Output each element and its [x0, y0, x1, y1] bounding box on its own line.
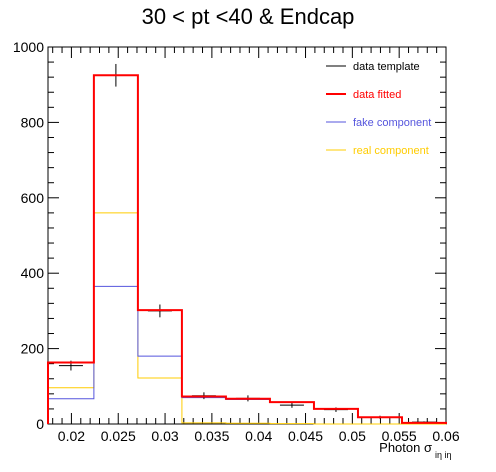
legend-label-data-fitted: data fitted	[353, 89, 401, 101]
y-tick-label: 600	[21, 190, 45, 206]
x-tick-label: 0.03	[151, 428, 178, 444]
plot-border	[47, 46, 447, 425]
axis-ticks: 0.02 0.025 0.03 0.035 0.04 0.045 0.05 0.055 0.06…	[13, 39, 460, 444]
y-tick-label: 200	[21, 341, 45, 357]
series-fake-component-line	[47, 285, 447, 424]
x-tick-label: 0.06	[432, 428, 459, 444]
x-tick-label: 0.02	[58, 428, 85, 444]
x-tick-label: 0.035	[194, 428, 229, 444]
y-tick-label: 1000	[13, 39, 44, 55]
plot-frame	[47, 46, 447, 425]
x-tick-label: 0.055	[382, 428, 417, 444]
legend: data template data fitted fake component re…	[326, 61, 431, 157]
x-axis-label: Photon σ	[379, 440, 432, 455]
x-tick-label: 0.025	[101, 428, 136, 444]
x-tick-label: 0.04	[245, 428, 272, 444]
series-real-component-line	[47, 212, 446, 425]
x-axis-label-subscript: iη iη	[435, 450, 452, 460]
legend-label-data-template: data template	[353, 61, 420, 73]
chart-title: 30 < pt <40 & Endcap	[142, 4, 355, 29]
legend-label-fake-component: fake component	[353, 117, 431, 129]
series-layer	[47, 63, 447, 425]
x-axis-label-main: Photon σ	[379, 440, 432, 455]
series-data-fitted-line	[47, 74, 447, 424]
y-tick-label: 400	[21, 265, 45, 281]
y-tick-label: 0	[36, 416, 44, 432]
x-tick-label: 0.045	[288, 428, 323, 444]
legend-label-real-component: real component	[353, 145, 429, 157]
y-tick-label: 800	[21, 114, 45, 130]
x-tick-label: 0.05	[339, 428, 366, 444]
